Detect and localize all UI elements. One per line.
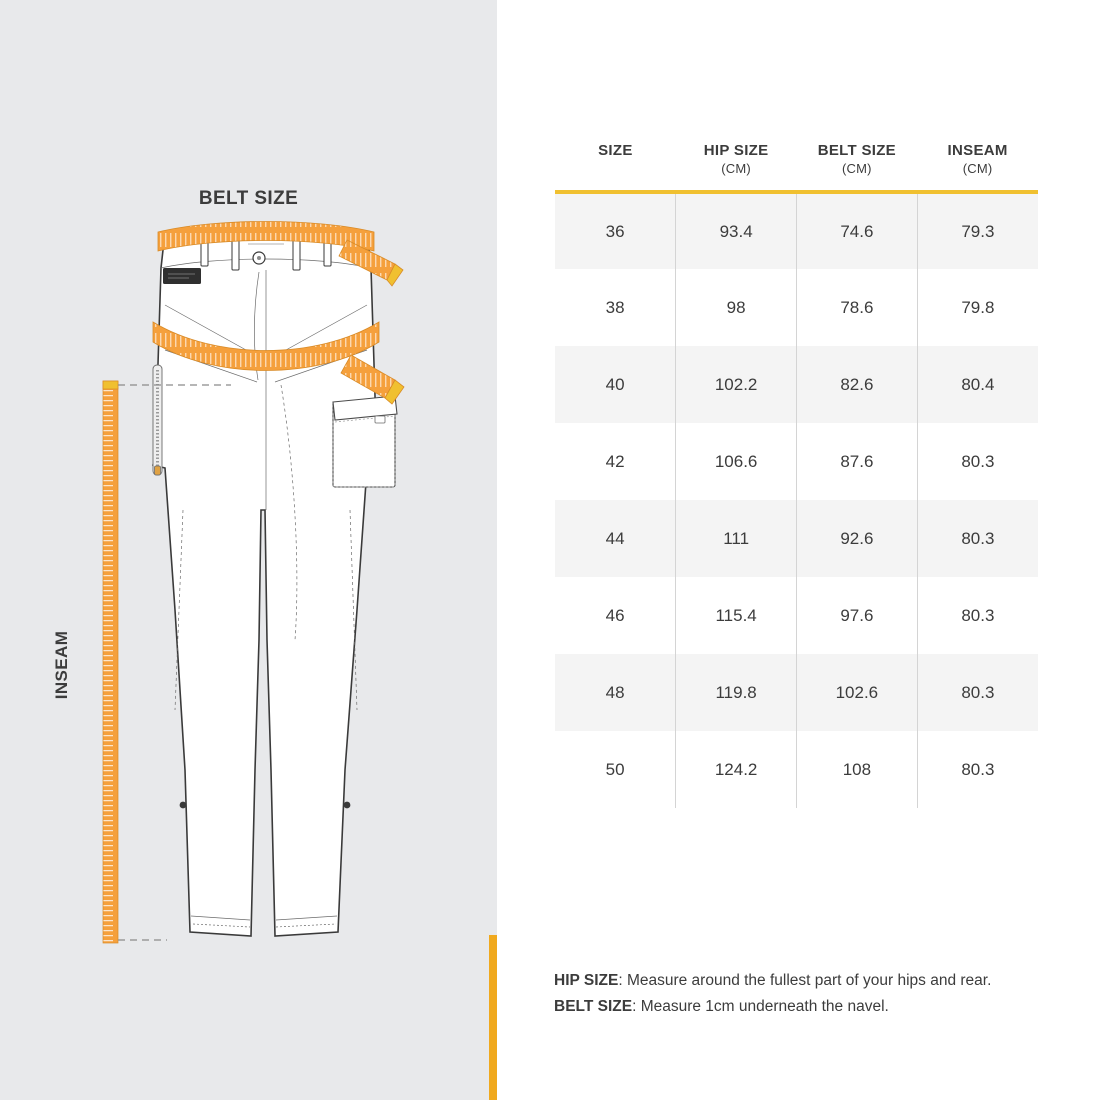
cell-belt: 82.6 [796,346,918,423]
hip-size-measuring-tape [152,321,405,405]
measurement-instructions: HIP SIZE: Measure around the fullest par… [554,968,1094,1020]
cell-hip: 102.2 [675,346,797,423]
table-panel: SIZE HIP SIZE (CM) BELT SIZE (CM) INSEAM… [497,0,1100,1100]
cell-hip: 98 [675,269,797,346]
cell-inseam: 79.3 [916,192,1038,269]
cell-size: 42 [605,451,625,471]
cell-belt: 78.6 [796,269,918,346]
construction-lines [160,258,372,928]
table-row: 46 115.4 97.6 80.3 [555,577,1038,654]
table-row: 48 119.8 102.6 80.3 [555,654,1038,731]
footnote-belt-size-term: BELT SIZE [554,998,633,1015]
diagram-label-inseam: INSEAM [52,630,71,700]
cell-belt: 102.6 [796,654,918,731]
illustration-panel: BELT SIZE HIP SIZE INSEAM [0,0,497,1100]
footnote-belt-size: BELT SIZE: Measure 1cm underneath the na… [554,994,1094,1020]
table-row: 40 102.2 82.6 80.4 [555,346,1038,423]
column-header-inseam-title: INSEAM [947,142,1008,159]
cell-inseam: 80.3 [916,731,1038,808]
cell-belt: 74.6 [796,192,918,269]
footnote-hip-size-text: : Measure around the fullest part of you… [618,972,992,989]
column-header-size-title: SIZE [598,142,633,159]
cell-size: 44 [605,528,625,548]
cell-size: 38 [605,297,625,317]
cell-hip: 111 [675,500,797,577]
table-row: 44 111 92.6 80.3 [555,500,1038,577]
column-header-inseam: INSEAM (CM) [917,142,1038,192]
snap-button-left-icon [179,801,187,809]
thigh-zipper [152,364,163,476]
column-header-belt-size-title: BELT SIZE [817,142,896,159]
column-header-belt-size-unit: (CM) [842,161,872,176]
belt-size-measuring-tape [157,221,404,287]
cell-belt: 92.6 [796,500,918,577]
footnote-hip-size: HIP SIZE: Measure around the fullest par… [554,968,1094,994]
cell-inseam: 80.3 [916,654,1038,731]
table-header: SIZE HIP SIZE (CM) BELT SIZE (CM) INSEAM… [555,142,1038,192]
column-header-belt-size: BELT SIZE (CM) [797,142,918,192]
cell-hip: 106.6 [675,423,797,500]
trousers-technical-drawing [151,221,405,937]
cell-size: 48 [605,682,625,702]
column-header-hip-size: HIP SIZE (CM) [676,142,797,192]
table-body: 36 93.4 74.6 79.3 38 98 78.6 79.8 40 102… [555,192,1038,808]
cell-inseam: 80.3 [916,500,1038,577]
cell-inseam: 79.8 [916,269,1038,346]
cell-belt: 87.6 [796,423,918,500]
cell-belt: 108 [796,731,918,808]
cell-hip: 115.4 [675,577,797,654]
table-row: 38 98 78.6 79.8 [555,269,1038,346]
cell-hip: 119.8 [675,654,797,731]
brand-label [163,268,201,284]
cell-size: 50 [605,759,625,779]
inseam-measuring-tape [102,380,231,944]
table-header-row: SIZE HIP SIZE (CM) BELT SIZE (CM) INSEAM… [555,142,1038,192]
footnote-hip-size-term: HIP SIZE [554,972,619,989]
table-row: 42 106.6 87.6 80.3 [555,423,1038,500]
size-chart-table: SIZE HIP SIZE (CM) BELT SIZE (CM) INSEAM… [555,142,1038,808]
cell-size: 36 [605,221,625,241]
table-row: 50 124.2 108 80.3 [555,731,1038,808]
column-header-inseam-unit: (CM) [962,161,993,176]
table-row: 36 93.4 74.6 79.3 [555,192,1038,269]
cell-inseam: 80.3 [916,423,1038,500]
orange-accent-bar [489,935,497,1100]
cargo-pocket [332,395,398,488]
cell-hip: 124.2 [675,731,797,808]
cell-size: 46 [605,605,625,625]
column-header-hip-size-unit: (CM) [721,161,751,176]
cell-hip: 93.4 [675,192,797,269]
column-header-size: SIZE [555,142,676,192]
cell-inseam: 80.4 [916,346,1038,423]
footnote-belt-size-text: : Measure 1cm underneath the navel. [632,998,889,1015]
cell-size: 40 [605,374,625,394]
column-header-hip-size-title: HIP SIZE [703,142,769,159]
cell-belt: 97.6 [796,577,918,654]
cell-inseam: 80.3 [916,577,1038,654]
snap-button-right-icon [343,801,351,809]
diagram-label-belt-size: BELT SIZE [198,188,299,209]
